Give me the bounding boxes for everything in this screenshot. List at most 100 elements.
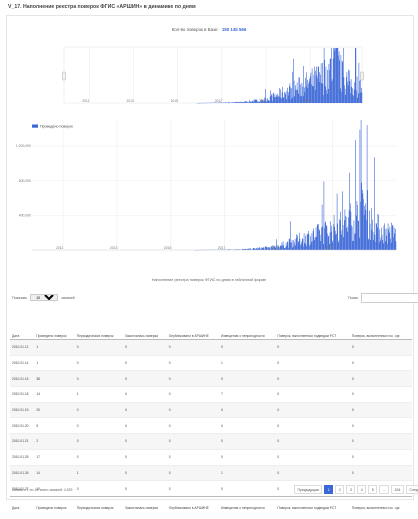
y-tick-label: 800,000: [19, 179, 31, 183]
x-tick-label: 2011: [56, 246, 63, 250]
series-bar: [296, 90, 297, 103]
series-bar: [312, 86, 313, 103]
navigator-handle-left[interactable]: [63, 72, 66, 80]
series-bar: [268, 100, 269, 103]
series-bar: [317, 224, 318, 250]
series-bar: [267, 101, 268, 103]
pagination-prev[interactable]: Предыдущая: [294, 485, 322, 494]
table-cell: 2010.01.21: [10, 434, 34, 450]
series-bar: [285, 247, 286, 250]
table-cell: 14: [34, 387, 74, 403]
series-bar: [254, 100, 255, 103]
series-bar: [355, 48, 356, 103]
series-bar: [251, 102, 252, 103]
pagination-page[interactable]: 4: [357, 485, 366, 494]
pagination-page[interactable]: 2: [335, 485, 344, 494]
table-cell: 0: [350, 402, 412, 418]
series-bar: [305, 236, 306, 250]
table-cell: 1: [75, 387, 123, 403]
series-bar: [270, 248, 271, 250]
series-bar: [341, 55, 342, 103]
table-cell: 2010.01.25: [10, 449, 34, 465]
column-header[interactable]: Поверок, выполненных гос. орг.: [350, 304, 412, 340]
series-bar: [360, 202, 361, 250]
table-cell: 0: [123, 371, 167, 387]
page-length-select[interactable]: 10: [30, 294, 58, 301]
series-bar: [348, 227, 349, 250]
table-info: Записи с 1 по 10, всего записей: 4,339: [12, 488, 72, 492]
pagination-page[interactable]: 1: [324, 485, 333, 494]
column-header[interactable]: Проведено поверок: [34, 304, 74, 340]
series-bar: [388, 224, 389, 250]
series-bar: [338, 56, 339, 103]
pagination-next[interactable]: Следующая: [406, 485, 418, 494]
series-bar: [275, 97, 276, 103]
pagination-page[interactable]: 5: [368, 485, 377, 494]
series-bar: [243, 102, 244, 103]
table-cell: 0: [350, 340, 412, 356]
series-bar: [295, 85, 296, 103]
series-bar: [390, 227, 391, 250]
table-cell: 0: [350, 449, 412, 465]
series-bar: [327, 94, 328, 103]
series-bar: [311, 84, 312, 103]
series-bar: [307, 234, 308, 250]
column-header[interactable]: Периодических поверок: [75, 304, 123, 340]
column-header[interactable]: Дата: [10, 304, 34, 340]
series-bar: [337, 194, 338, 250]
search-input[interactable]: [361, 293, 418, 303]
series-bar: [291, 242, 292, 250]
series-bar: [330, 59, 331, 103]
series-bar: [384, 223, 385, 250]
series-bar: [359, 63, 360, 103]
table-cell: 0: [75, 402, 123, 418]
series-bar: [373, 240, 374, 250]
table-cell: 2010.01.14: [10, 355, 34, 371]
series-bar: [345, 216, 346, 250]
column-header[interactable]: Извещения о непригодности: [219, 304, 275, 340]
pagination-page[interactable]: 434: [391, 485, 404, 494]
column-header[interactable]: Поверок, выполненных подведом РСТ: [275, 304, 350, 340]
series-bar: [318, 224, 319, 250]
series-bar: [273, 94, 274, 103]
series-bar: [292, 240, 293, 250]
table-cell: 14: [34, 465, 74, 481]
series-bar: [344, 220, 345, 250]
table-cell: 20: [34, 402, 74, 418]
series-bar: [354, 82, 355, 103]
series-bar: [369, 239, 370, 250]
series-bar: [313, 228, 314, 250]
series-bar: [388, 230, 389, 250]
series-bar: [283, 245, 284, 250]
pagination-page[interactable]: 3: [346, 485, 355, 494]
series-bar: [360, 130, 361, 250]
table-cell: 0: [75, 418, 123, 434]
series-bar: [353, 96, 354, 103]
series-bar: [316, 67, 317, 103]
table-cell: 0: [275, 418, 350, 434]
x-tick-label: 2019: [259, 99, 266, 103]
table-cell: 0: [350, 434, 412, 450]
series-bar: [381, 228, 382, 250]
series-bar: [289, 238, 290, 250]
column-header[interactable]: Закончилась поверка: [123, 304, 167, 340]
series-bar: [379, 229, 380, 250]
series-bar: [267, 98, 268, 103]
table-cell: 0: [219, 371, 275, 387]
series-bar: [321, 63, 322, 103]
series-bar: [257, 100, 258, 103]
column-header[interactable]: Опубликовано в АРШИНЕ: [167, 304, 219, 340]
navigator-handle-right[interactable]: [361, 72, 364, 80]
series-bar: [242, 102, 243, 103]
series-bar: [379, 242, 380, 250]
series-bar: [310, 236, 311, 250]
